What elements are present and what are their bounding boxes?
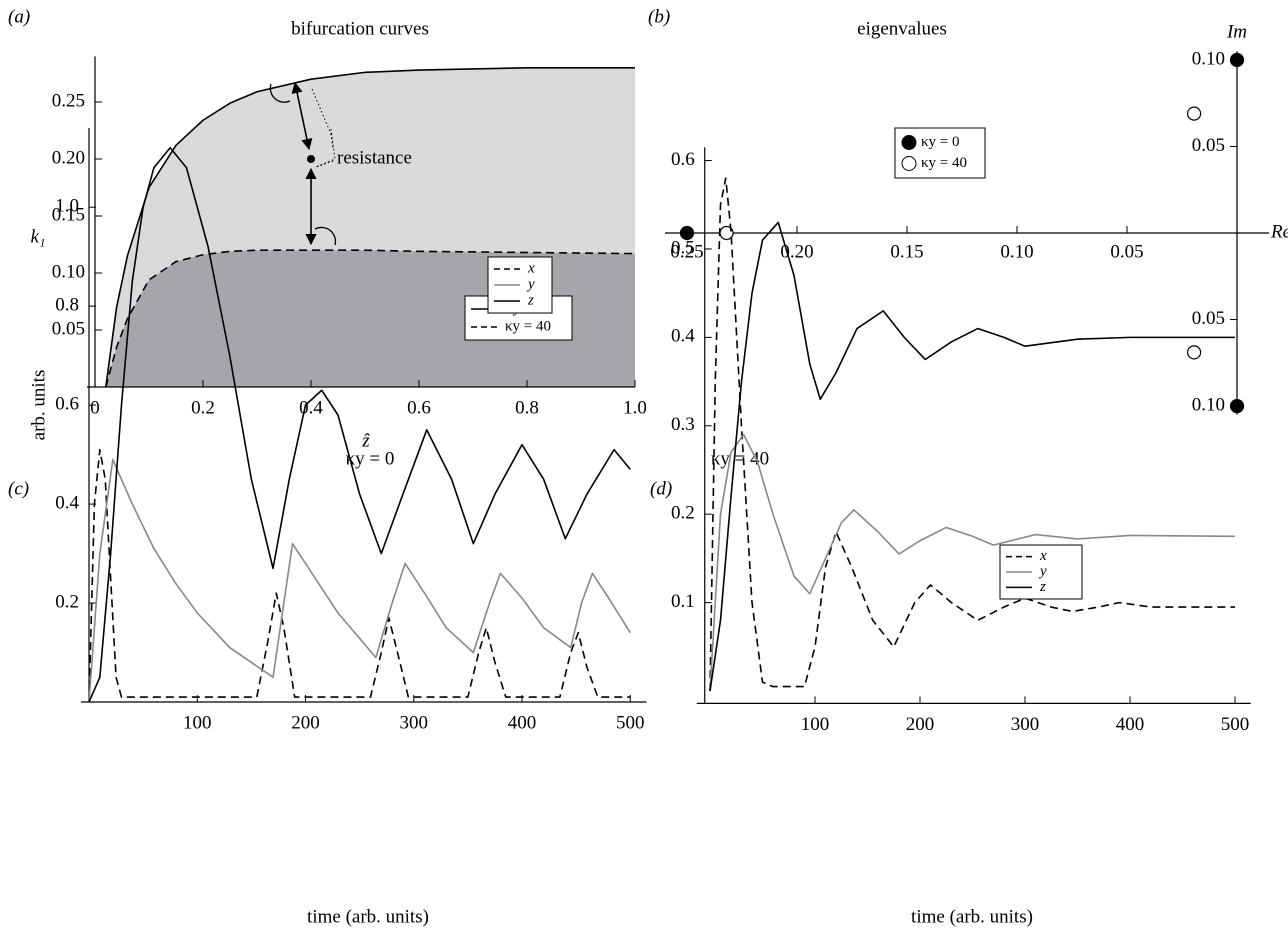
y-tick-label: 0.15 <box>52 204 85 225</box>
y-tick-label: 0.2 <box>55 591 79 612</box>
y-tick-label: 0.4 <box>55 492 79 513</box>
y-tick-label: 1.0 <box>55 196 79 217</box>
line <box>709 177 1235 692</box>
y-axis-label: arb. units <box>28 370 49 441</box>
chart-title: κy = 0 <box>346 448 395 469</box>
y-axis-label: Im <box>1226 22 1247 43</box>
x-axis-label: Re <box>1270 221 1288 242</box>
right-angle <box>269 83 291 103</box>
bracket <box>311 88 334 168</box>
panel-label: (a) <box>8 6 30 27</box>
x-tick-label: 0.2 <box>191 397 215 418</box>
y-tick-label: 0.5 <box>671 237 695 258</box>
chart-title: κy = 40 <box>711 448 769 469</box>
line <box>709 433 1236 692</box>
x-tick-label: 0.6 <box>407 397 431 418</box>
x-tick-label: 200 <box>291 712 320 733</box>
y-tick-label: 0.6 <box>671 149 695 170</box>
panel-label: (c) <box>8 478 29 499</box>
x-tick-label: 400 <box>508 712 537 733</box>
bracket <box>315 128 336 168</box>
x-tick-label: 0.10 <box>1000 241 1033 262</box>
legend-label: y <box>526 276 535 292</box>
x-tick-label: 0 <box>90 397 100 418</box>
point <box>679 225 695 241</box>
y-tick-label: 0.6 <box>55 393 79 414</box>
y-tick-label: 0.10 <box>52 261 85 282</box>
x-tick-label: 0.05 <box>1110 241 1143 262</box>
point <box>1186 106 1202 121</box>
point <box>1229 52 1245 68</box>
legend-swatch <box>901 156 917 171</box>
y-tick-label: 0.2 <box>671 503 695 524</box>
y-tick-label: 0.05 <box>52 318 85 339</box>
point <box>1229 398 1245 414</box>
y-tick-label: 0.1 <box>671 591 695 612</box>
y-tick-label: 0.3 <box>671 414 695 435</box>
legend-label: κy = 0 <box>921 134 960 150</box>
annotation-point <box>307 155 315 163</box>
x-tick-label: 500 <box>1221 714 1250 735</box>
chart-title: bifurcation curves <box>291 18 429 39</box>
x-tick-label: 100 <box>183 712 212 733</box>
x-tick-label: 100 <box>801 714 830 735</box>
legend-label: z <box>527 292 534 308</box>
legend-swatch <box>901 135 917 150</box>
line <box>105 67 635 388</box>
legend-label: x <box>1039 548 1047 564</box>
x-axis-label: time (arb. units) <box>911 906 1033 927</box>
y-tick-label: 0.4 <box>671 326 695 347</box>
y-tick-label: 0.05 <box>1192 308 1225 329</box>
x-tick-label: 0.25 <box>670 241 703 262</box>
legend-label: κy = 40 <box>921 155 967 171</box>
x-axis-label: ẑ <box>361 430 370 451</box>
line <box>88 458 631 703</box>
annotation-text: resistance <box>337 147 412 168</box>
x-tick-label: 500 <box>616 712 645 733</box>
y-axis-label: k₁ <box>30 226 45 247</box>
x-tick-label: 1.0 <box>623 397 647 418</box>
arrow <box>291 81 313 151</box>
x-tick-label: 400 <box>1116 714 1145 735</box>
y-tick-label: 0.8 <box>55 294 79 315</box>
y-tick-label: 0.25 <box>52 90 85 111</box>
chart-title: eigenvalues <box>857 18 947 39</box>
legend-label: y <box>1038 563 1047 579</box>
x-tick-label: 300 <box>400 712 429 733</box>
y-tick-label: 0.10 <box>1192 394 1225 415</box>
line <box>88 146 631 703</box>
y-tick-label: 0.20 <box>52 147 85 168</box>
legend-label: κy = 40 <box>505 318 551 334</box>
x-tick-label: 0.15 <box>890 241 923 262</box>
panel-label: (b) <box>648 6 670 27</box>
legend-label: z <box>1039 579 1046 595</box>
right-angle <box>314 226 337 246</box>
x-tick-label: 0.4 <box>299 397 323 418</box>
x-axis-label: time (arb. units) <box>307 906 429 927</box>
legend-label: x <box>527 260 535 276</box>
y-tick-label: 0.05 <box>1192 135 1225 156</box>
point <box>1186 345 1202 360</box>
y-tick-label: 0.10 <box>1192 48 1225 69</box>
x-tick-label: 300 <box>1011 714 1040 735</box>
line <box>105 249 636 388</box>
line <box>88 448 631 703</box>
x-tick-label: 0.8 <box>515 397 539 418</box>
panel-label: (d) <box>650 478 672 499</box>
line <box>709 221 1235 692</box>
x-tick-label: 200 <box>906 714 935 735</box>
